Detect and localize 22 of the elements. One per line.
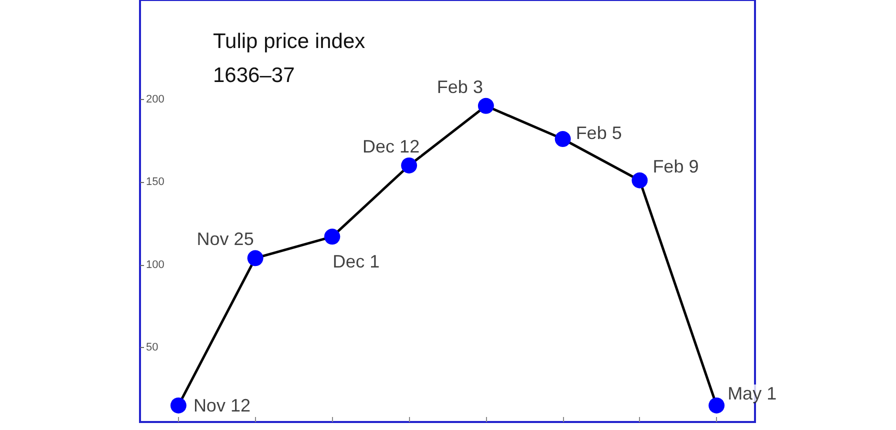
- annotation: Nov 12: [193, 395, 250, 416]
- y-tick-label: 50: [146, 342, 158, 354]
- point: [324, 228, 340, 245]
- point: [247, 250, 264, 266]
- y-tick-label: 200: [146, 93, 164, 106]
- point: [708, 397, 725, 414]
- annotation: Feb 5: [576, 123, 622, 144]
- point: [401, 157, 418, 174]
- annotation: Feb 3: [436, 76, 483, 97]
- annotation: May 1: [728, 383, 777, 404]
- point: [632, 172, 648, 188]
- annotation: Dec 12: [362, 136, 420, 156]
- annotation: Feb 9: [652, 156, 699, 176]
- text: Tulip price index: [213, 30, 366, 53]
- point: [554, 131, 571, 148]
- text: 1636–37: [213, 64, 295, 87]
- annotation: Dec 1: [332, 252, 380, 272]
- point: [170, 397, 186, 414]
- y-tick-label: 150: [146, 176, 164, 188]
- annotation: Nov 25: [196, 229, 254, 250]
- y-tick-label: 100: [146, 258, 164, 271]
- point: [478, 98, 494, 114]
